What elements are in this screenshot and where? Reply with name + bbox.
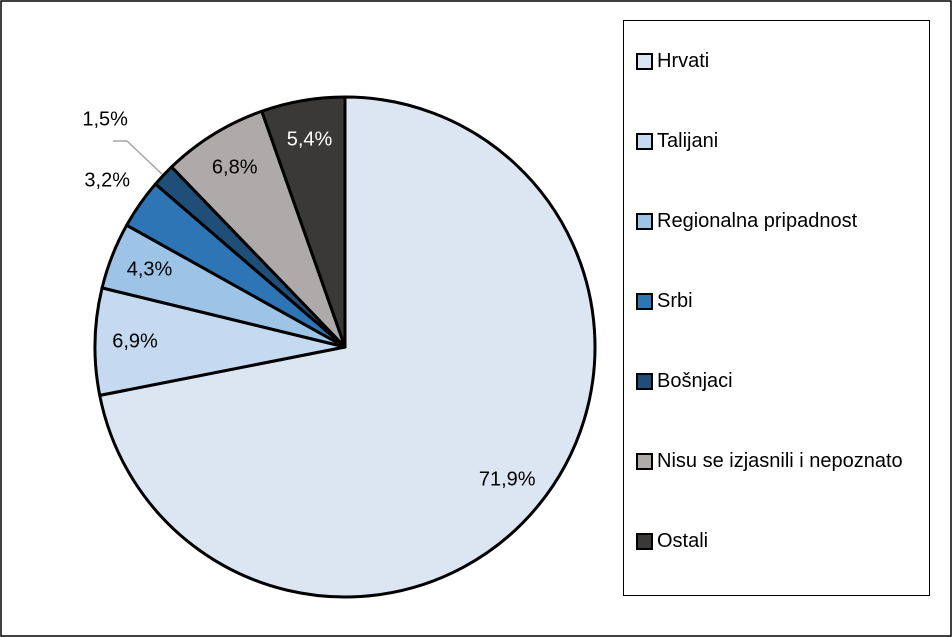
pie-slice xyxy=(98,95,597,599)
legend-swatch xyxy=(636,293,653,310)
data-label: 6,8% xyxy=(212,157,258,179)
legend-item: Talijani xyxy=(636,125,921,157)
pie-slice xyxy=(93,286,347,397)
pie-slice xyxy=(260,95,347,349)
legend-swatch xyxy=(636,533,653,550)
legend-item: Srbi xyxy=(636,285,921,317)
legend-item: Nisu se izjasnili i nepoznato xyxy=(636,445,921,477)
legend-item: Hrvati xyxy=(636,45,921,77)
legend-label: Srbi xyxy=(657,290,693,312)
legend-label: Talijani xyxy=(657,130,719,152)
legend-swatch xyxy=(636,133,653,150)
data-label: 1,5% xyxy=(82,109,128,131)
legend-label: Bošnjaci xyxy=(657,370,733,392)
leader-line xyxy=(112,140,163,175)
legend-swatch xyxy=(636,373,653,390)
legend-label: Nisu se izjasnili i nepoznato xyxy=(657,450,903,472)
data-label: 71,9% xyxy=(479,469,536,491)
data-label: 6,9% xyxy=(112,331,158,353)
legend-item: Ostali xyxy=(636,525,921,557)
legend-swatch xyxy=(636,453,653,470)
data-label: 5,4% xyxy=(287,128,333,150)
legend-item: Bošnjaci xyxy=(636,365,921,397)
legend-label: Regionalna pripadnost xyxy=(657,210,858,232)
legend-swatch xyxy=(636,213,653,230)
legend-swatch xyxy=(636,53,653,70)
pie-slice xyxy=(170,109,347,349)
legend: Hrvati Talijani Regionalna pripadnost Srbi B… xyxy=(623,20,930,596)
data-label: 4,3% xyxy=(127,259,173,281)
legend-item: Regionalna pripadnost xyxy=(636,205,921,237)
legend-label: Hrvati xyxy=(657,50,710,72)
data-label: 3,2% xyxy=(84,169,130,191)
legend-label: Ostali xyxy=(657,530,709,552)
